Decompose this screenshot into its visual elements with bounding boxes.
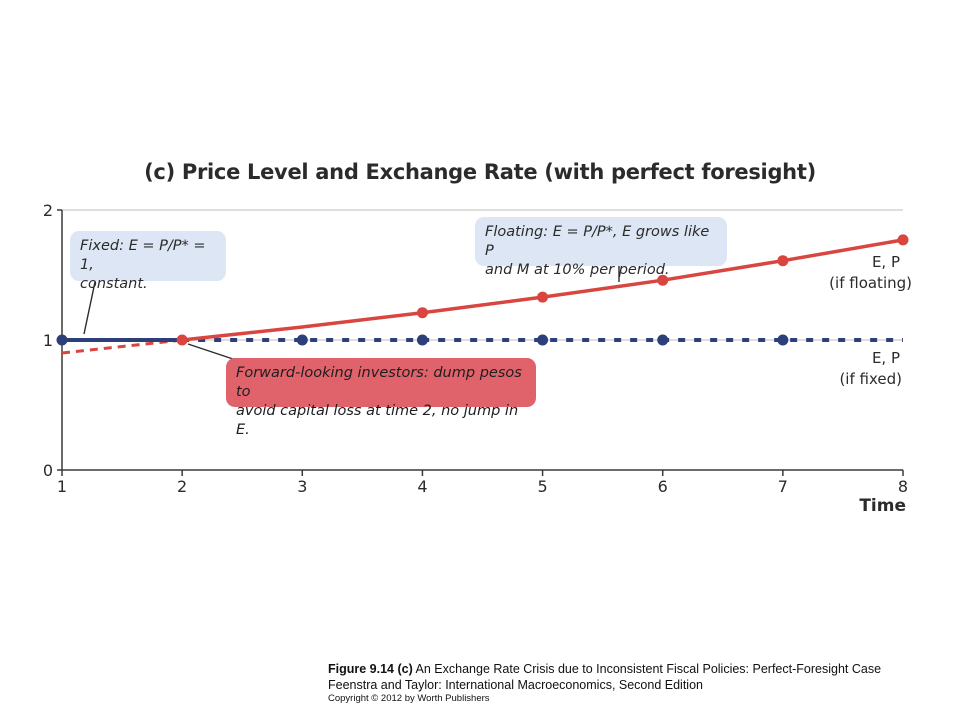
y-tick-label: 2 (43, 201, 53, 220)
callout-leaders (83, 265, 620, 361)
book-credit: Feenstra and Taylor: International Macro… (328, 678, 703, 692)
floating-series-point (657, 274, 669, 286)
x-tick-label: 8 (898, 477, 908, 496)
investors-callout-leader (187, 343, 237, 361)
x-tick-label: 5 (537, 477, 547, 496)
chart-title: (c) Price Level and Exchange Rate (with … (144, 160, 816, 184)
floating-series-point (897, 234, 909, 246)
floating-series-point (537, 291, 549, 303)
x-tick-label: 3 (297, 477, 307, 496)
investors-annotation-line2: avoid capital loss at time 2, no jump in… (236, 403, 519, 438)
floating-series-point (176, 334, 188, 346)
figure-caption: Figure 9.14 (c) An Exchange Rate Crisis … (328, 661, 948, 705)
floating-series-point (777, 255, 789, 267)
fixed-series-label-line2: (if fixed) (839, 370, 902, 388)
fixed-series-point (56, 334, 68, 346)
x-tick-label: 1 (57, 477, 67, 496)
fixed-series-point (296, 334, 308, 346)
y-tick-label: 0 (43, 461, 53, 480)
investors-annotation: Forward-looking investors: dump pesos to… (226, 358, 536, 438)
copyright-text: Copyright © 2012 by Worth Publishers (328, 693, 490, 704)
x-axis-label: Time (859, 496, 906, 516)
fixed-callout-leader (83, 281, 96, 335)
x-tick-label: 7 (778, 477, 788, 496)
investors-annotation-line1: Forward-looking investors: dump pesos to (236, 365, 522, 400)
floating-series-label-line1: E, P (872, 253, 900, 271)
figure-text: An Exchange Rate Crisis due to Inconsist… (412, 662, 882, 676)
x-tick-label: 6 (658, 477, 668, 496)
fixed-series-point (657, 334, 669, 346)
floating-series-label-line2: (if floating) (829, 274, 912, 292)
x-tick-label: 4 (417, 477, 427, 496)
figure-label: Figure 9.14 (c) (328, 662, 413, 676)
fixed-annotation-line1: Fixed: E = P/P* = 1, (80, 238, 206, 273)
fixed-series-point (777, 334, 789, 346)
floating-annotation-line2: and M at 10% per period. (485, 262, 670, 278)
fixed-annotation-line2: constant. (80, 276, 148, 292)
fixed-series-label-line1: E, P (872, 349, 900, 367)
series-labels: E, P (if floating) E, P (if fixed) Time (829, 253, 912, 516)
floating-annotation: Floating: E = P/P*, E grows like P and M… (475, 217, 727, 278)
series-markers (56, 234, 909, 346)
y-tick-label: 1 (43, 331, 53, 350)
floating-annotation-line1: Floating: E = P/P*, E grows like P (485, 224, 710, 259)
fixed-series-point (537, 334, 549, 346)
fixed-series-point (416, 334, 428, 346)
fixed-annotation: Fixed: E = P/P* = 1, constant. (70, 231, 226, 292)
x-tick-label: 2 (177, 477, 187, 496)
floating-series-point (416, 307, 428, 319)
pre-crisis-dashed-line (61, 338, 183, 355)
